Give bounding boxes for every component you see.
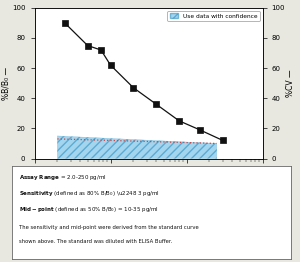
Y-axis label: %B/B₀ —: %B/B₀ — (2, 67, 10, 100)
Point (85, 43, 90, 48)
Y-axis label: %CV —: %CV — (286, 69, 296, 97)
Text: shown above. The standard was diluted with ELISA Buffer.: shown above. The standard was diluted wi… (19, 239, 172, 244)
Text: $\bf{Assay\ Range}$ = 2.0-250 pg/ml: $\bf{Assay\ Range}$ = 2.0-250 pg/ml (19, 173, 107, 182)
Point (220, 138, 225, 143)
Point (108, 63, 113, 67)
Point (99, 48, 103, 52)
Point (154, 102, 159, 106)
Text: $\bf{Sensitivity}$ (defined as 80% B/B$_0$) \u2248 3 pg/ml: $\bf{Sensitivity}$ (defined as 80% B/B$_… (19, 189, 160, 198)
Point (131, 86, 136, 90)
Legend: Use data with confidence: Use data with confidence (167, 11, 260, 21)
Point (197, 128, 202, 132)
Point (177, 119, 182, 123)
Point (62, 21, 67, 25)
Text: The sensitivity and mid-point were derived from the standard curve: The sensitivity and mid-point were deriv… (19, 225, 199, 230)
Text: $\bf{Mid-point}$ (defined as 50% B/B$_0$) = 10-35 pg/ml: $\bf{Mid-point}$ (defined as 50% B/B$_0$… (19, 205, 159, 214)
X-axis label: Prostaglandin D₂-MOX (pg/ml): Prostaglandin D₂-MOX (pg/ml) (91, 176, 206, 185)
